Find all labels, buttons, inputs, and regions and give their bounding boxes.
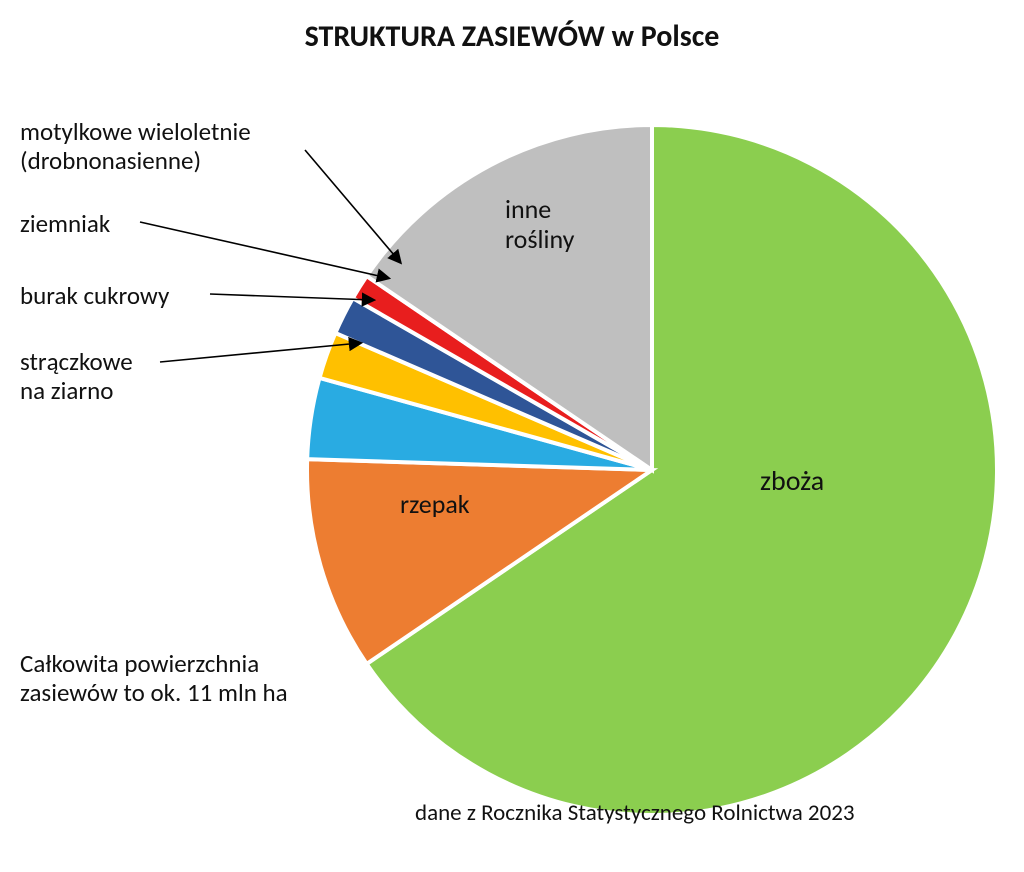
chart-title: STRUKTURA ZASIEWÓW w Polsce [0,18,1024,55]
callout-label-burak: burak cukrowy [20,282,169,311]
footnote-source: dane z Rocznika Statystycznego Rolnictwa… [415,800,855,826]
pie-chart [303,121,1001,819]
callout-label-straczkowe: strączkowe na ziarno [20,348,133,406]
slice-label-zboza: zboża [760,465,824,497]
slice-label-rzepak: rzepak [400,490,470,520]
slice-label-inne: inne rośliny [505,195,574,255]
footnote-total-area: Całkowita powierzchnia zasiewów to ok. 1… [20,650,288,708]
callout-label-motylkowe: motylkowe wieloletnie (drobnonasienne) [20,118,251,176]
callout-label-ziemniak: ziemniak [20,210,110,239]
